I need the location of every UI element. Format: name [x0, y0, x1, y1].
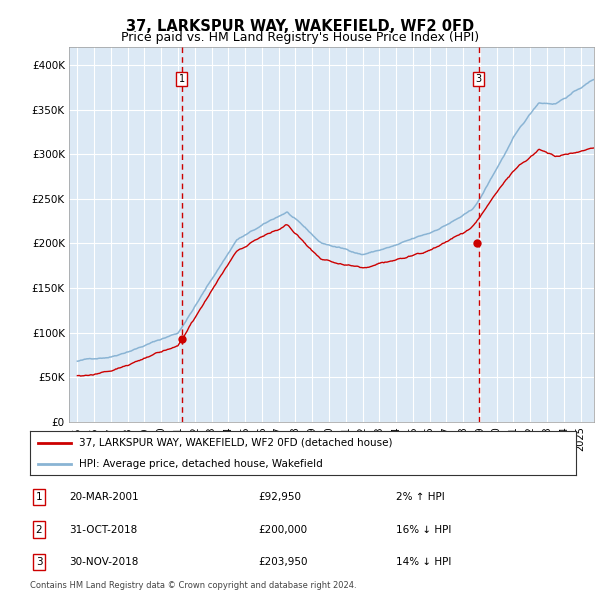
- Text: 3: 3: [35, 557, 43, 567]
- Text: 14% ↓ HPI: 14% ↓ HPI: [396, 557, 451, 567]
- Text: 31-OCT-2018: 31-OCT-2018: [69, 525, 137, 535]
- Text: 16% ↓ HPI: 16% ↓ HPI: [396, 525, 451, 535]
- Text: £203,950: £203,950: [258, 557, 308, 567]
- Text: 37, LARKSPUR WAY, WAKEFIELD, WF2 0FD: 37, LARKSPUR WAY, WAKEFIELD, WF2 0FD: [126, 19, 474, 34]
- Text: 2: 2: [35, 525, 43, 535]
- Text: £200,000: £200,000: [258, 525, 307, 535]
- Text: HPI: Average price, detached house, Wakefield: HPI: Average price, detached house, Wake…: [79, 459, 323, 469]
- Text: 30-NOV-2018: 30-NOV-2018: [69, 557, 139, 567]
- Text: 2% ↑ HPI: 2% ↑ HPI: [396, 492, 445, 502]
- Text: Contains HM Land Registry data © Crown copyright and database right 2024.: Contains HM Land Registry data © Crown c…: [30, 581, 356, 590]
- Text: 1: 1: [179, 74, 185, 84]
- Text: 3: 3: [476, 74, 482, 84]
- Text: Price paid vs. HM Land Registry's House Price Index (HPI): Price paid vs. HM Land Registry's House …: [121, 31, 479, 44]
- Text: £92,950: £92,950: [258, 492, 301, 502]
- Text: 37, LARKSPUR WAY, WAKEFIELD, WF2 0FD (detached house): 37, LARKSPUR WAY, WAKEFIELD, WF2 0FD (de…: [79, 438, 392, 448]
- Text: 20-MAR-2001: 20-MAR-2001: [69, 492, 139, 502]
- Text: 1: 1: [35, 492, 43, 502]
